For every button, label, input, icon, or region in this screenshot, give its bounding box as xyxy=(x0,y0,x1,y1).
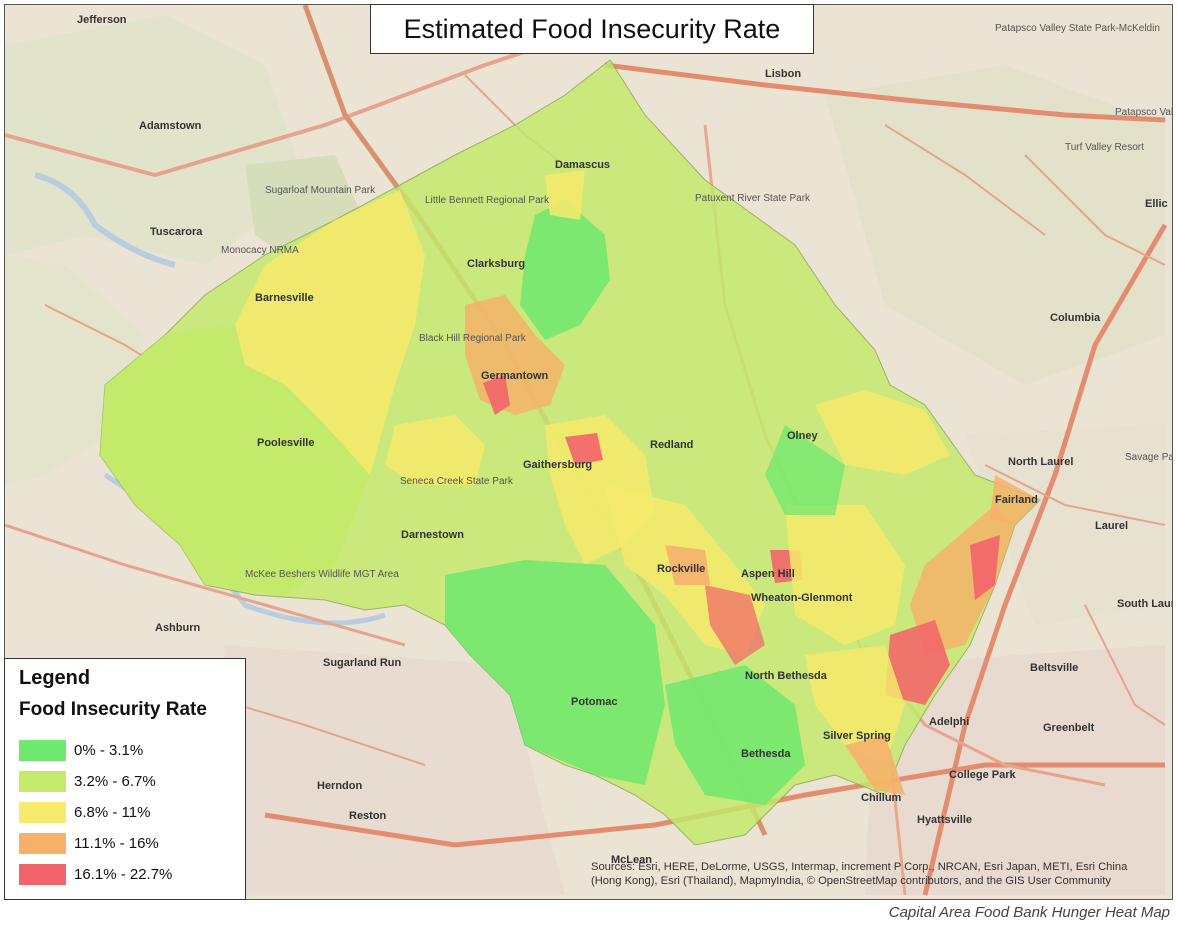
place-label-monocacy: Monocacy NRMA xyxy=(221,245,299,256)
place-label-poolesville: Poolesville xyxy=(257,437,314,449)
place-label-laurel: Laurel xyxy=(1095,520,1128,532)
legend-swatch xyxy=(19,832,66,854)
source-caption: Capital Area Food Bank Hunger Heat Map xyxy=(888,904,1170,921)
place-label-wheaton-glenmont: Wheaton-Glenmont xyxy=(751,592,853,604)
legend-swatch xyxy=(19,801,66,823)
place-label-hyattsville: Hyattsville xyxy=(917,814,972,826)
region-northbethesda xyxy=(705,585,765,665)
region-fairland-north xyxy=(990,475,1040,525)
legend-label: 6.8% - 11% xyxy=(74,803,151,821)
place-labels: Jefferson Lisbon Patapsco Valley State P… xyxy=(77,14,1172,866)
place-label-north-laurel: North Laurel xyxy=(1008,456,1073,468)
place-label-ellic: Ellic xyxy=(1145,198,1168,210)
place-label-bethesda: Bethesda xyxy=(741,748,791,760)
place-label-patapsco: Patapsco Valley State Park xyxy=(1115,107,1172,118)
place-label-turf-valley: Turf Valley Resort xyxy=(1065,142,1144,153)
place-label-chillum: Chillum xyxy=(861,792,902,804)
legend-label: 16.1% - 22.7% xyxy=(74,865,173,883)
place-label-college-park: College Park xyxy=(949,769,1017,781)
region-wheaton-east xyxy=(765,425,845,515)
place-label-sugarloaf: Sugarloaf Mountain Park xyxy=(265,185,376,196)
place-label-mclean: McLean xyxy=(611,854,652,866)
map-attribution: Sources: Esri, HERE, DeLorme, USGS, Inte… xyxy=(591,861,1128,887)
region-bethesda xyxy=(665,665,805,805)
legend-item: 0% - 3.1% xyxy=(19,739,143,761)
place-label-reston: Reston xyxy=(349,810,387,822)
place-label-potomac: Potomac xyxy=(571,696,617,708)
place-label-aspen-hill: Aspen Hill xyxy=(741,568,795,580)
place-label-gaithersburg: Gaithersburg xyxy=(523,459,592,471)
legend-label: 3.2% - 6.7% xyxy=(74,772,156,790)
legend-title: Legend xyxy=(19,667,91,689)
place-label-little-bennett: Little Bennett Regional Park xyxy=(425,195,550,206)
place-label-greenbelt: Greenbelt xyxy=(1043,722,1095,734)
region-germantown-high xyxy=(483,375,510,415)
place-label-adamstown: Adamstown xyxy=(139,120,202,132)
place-label-tuscarora: Tuscarora xyxy=(150,226,203,238)
place-label-redland: Redland xyxy=(650,439,693,451)
region-fairland-high xyxy=(970,535,1000,600)
place-label-patuxent: Patuxent River State Park xyxy=(695,193,811,204)
place-label-seneca-creek: Seneca Creek State Park xyxy=(400,476,514,487)
region-poolesville xyxy=(100,325,370,595)
place-label-rockville: Rockville xyxy=(657,563,705,575)
place-label-ashburn: Ashburn xyxy=(155,622,201,634)
place-label-herndon: Herndon xyxy=(317,780,363,792)
region-damascus-mid xyxy=(545,170,585,220)
legend-swatch xyxy=(19,770,66,792)
place-label-damascus: Damascus xyxy=(555,159,610,171)
place-label-mckeldin: Patapsco Valley State Park-McKeldin xyxy=(995,23,1160,34)
place-label-clarksburg: Clarksburg xyxy=(467,258,525,270)
place-label-jefferson: Jefferson xyxy=(77,14,127,26)
place-label-silver-spring: Silver Spring xyxy=(823,730,891,742)
place-label-black-hill: Black Hill Regional Park xyxy=(419,333,527,344)
region-silverspring-orange xyxy=(845,735,905,795)
legend-item: 3.2% - 6.7% xyxy=(19,770,156,792)
legend-label: 11.1% - 16% xyxy=(74,834,159,852)
map-title: Estimated Food Insecurity Rate xyxy=(370,4,814,54)
legend-label: 0% - 3.1% xyxy=(74,741,144,759)
place-label-germantown: Germantown xyxy=(481,370,549,382)
region-olney-east xyxy=(815,390,950,475)
region-takoma-high xyxy=(885,620,950,705)
legend-item: 16.1% - 22.7% xyxy=(19,863,172,885)
region-potomac xyxy=(445,560,665,785)
place-label-mckee-beshers: McKee Beshers Wildlife MGT Area xyxy=(245,569,399,580)
region-wheaton xyxy=(785,505,905,645)
place-label-barnesville: Barnesville xyxy=(255,292,314,304)
legend-item: 11.1% - 16% xyxy=(19,832,159,854)
legend-subtitle: Food Insecurity Rate xyxy=(19,699,207,720)
place-label-adelphi: Adelphi xyxy=(929,716,969,728)
region-darnestown-yellow xyxy=(385,415,485,485)
place-label-columbia: Columbia xyxy=(1050,312,1101,324)
region-damascus-low xyxy=(520,200,610,340)
county-choropleth xyxy=(99,59,1041,846)
legend-panel: Legend Food Insecurity Rate 0% - 3.1% 3.… xyxy=(4,658,246,900)
place-label-fairland: Fairland xyxy=(995,494,1038,506)
region-gaithersburg-high xyxy=(565,433,603,465)
place-label-south-laurel: South Laurel xyxy=(1117,598,1172,610)
region-rockville-orange xyxy=(665,545,710,585)
region-silverspring xyxy=(805,645,905,765)
legend-swatch xyxy=(19,739,66,761)
place-label-olney: Olney xyxy=(787,430,818,442)
place-label-darnestown: Darnestown xyxy=(401,529,464,541)
region-barnesville xyxy=(235,190,425,475)
legend-item: 6.8% - 11% xyxy=(19,801,150,823)
place-label-beltsville: Beltsville xyxy=(1030,662,1078,674)
place-label-lisbon: Lisbon xyxy=(765,68,801,80)
legend-swatch xyxy=(19,863,66,885)
place-label-sugarland-run: Sugarland Run xyxy=(323,657,402,669)
place-label-savage-park: Savage Park xyxy=(1125,452,1172,463)
place-label-north-bethesda: North Bethesda xyxy=(745,670,828,682)
